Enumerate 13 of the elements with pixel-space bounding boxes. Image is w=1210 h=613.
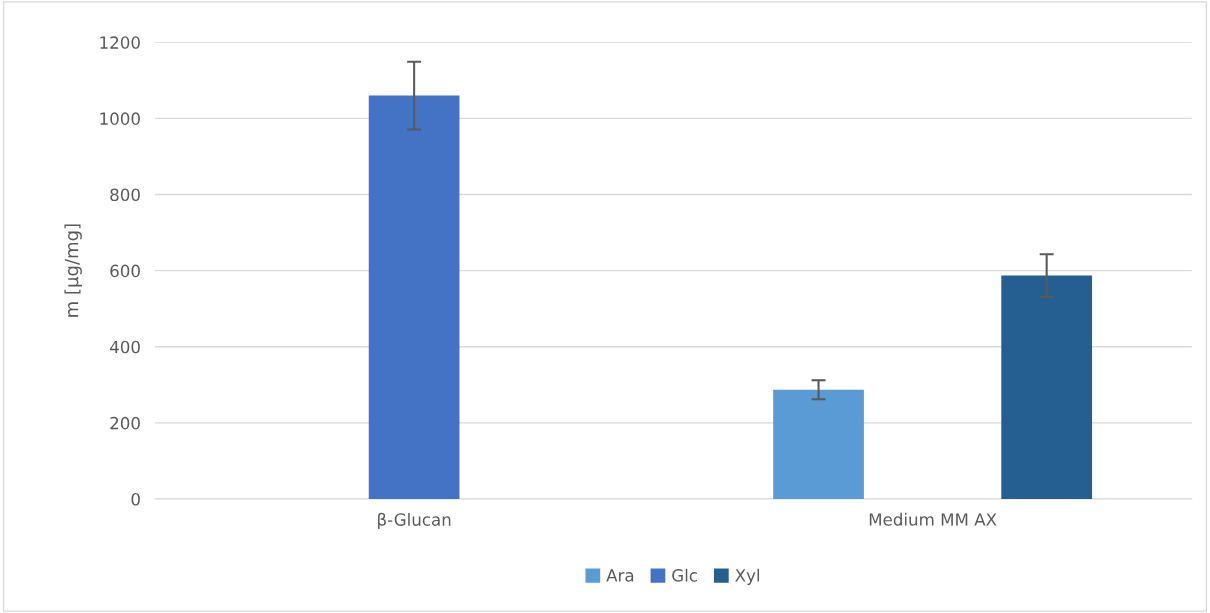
x-tick-label: Medium MM AX (869, 512, 997, 526)
y-tick-label: 1200 (100, 36, 140, 49)
y-tick-label: 200 (110, 416, 140, 430)
y-tick-label: 800 (110, 188, 140, 202)
y-tick-label: 1000 (100, 112, 140, 125)
legend-label: Xyl (735, 568, 760, 585)
legend-label: Ara (606, 569, 634, 582)
y-tick-label: 0 (131, 492, 140, 506)
y-tick-label: 600 (110, 264, 140, 278)
y-axis-title: m [µg/mg] (64, 224, 82, 317)
legend-label: Glc (672, 568, 697, 582)
y-tick-label: 400 (109, 340, 140, 354)
x-tick-label: β-Glucan (378, 512, 451, 530)
